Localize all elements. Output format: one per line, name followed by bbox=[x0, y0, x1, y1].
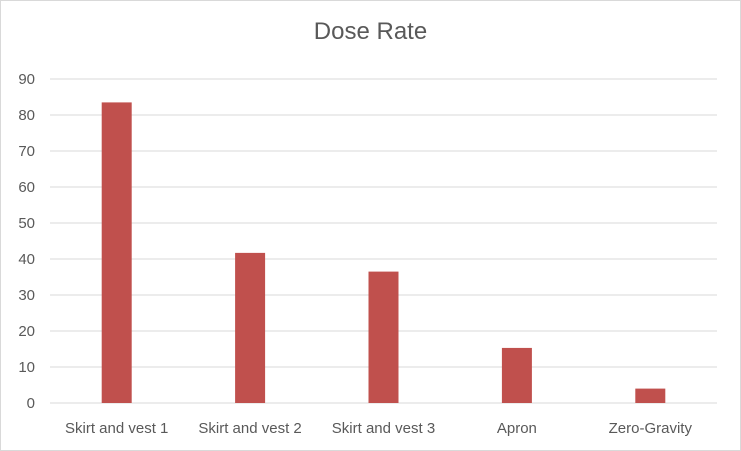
x-tick-label: Zero-Gravity bbox=[609, 420, 693, 437]
bar bbox=[635, 388, 666, 403]
x-tick-label: Apron bbox=[497, 420, 537, 437]
bars bbox=[101, 102, 666, 404]
y-tick-label: 40 bbox=[18, 251, 35, 268]
y-tick-label: 30 bbox=[18, 287, 35, 304]
bar bbox=[501, 347, 532, 403]
x-axis-tick-labels: Skirt and vest 1 Skirt and vest 2 Skirt an… bbox=[65, 420, 692, 437]
bar bbox=[101, 102, 132, 404]
y-tick-label: 90 bbox=[18, 71, 35, 88]
y-tick-label: 50 bbox=[18, 215, 35, 232]
y-tick-label: 60 bbox=[18, 179, 35, 196]
y-tick-label: 70 bbox=[18, 143, 35, 160]
y-tick-label: 20 bbox=[18, 323, 35, 340]
y-tick-label: 0 bbox=[27, 395, 35, 412]
bar bbox=[235, 252, 266, 403]
y-axis-tick-labels: 0 10 20 30 40 50 60 70 80 90 bbox=[18, 71, 35, 412]
bar bbox=[368, 271, 399, 403]
x-tick-label: Skirt and vest 1 bbox=[65, 420, 168, 437]
y-tick-label: 10 bbox=[18, 359, 35, 376]
x-tick-label: Skirt and vest 2 bbox=[198, 420, 301, 437]
x-tick-label: Skirt and vest 3 bbox=[332, 420, 435, 437]
chart-title: Dose Rate bbox=[313, 18, 428, 45]
y-tick-label: 80 bbox=[18, 107, 35, 124]
